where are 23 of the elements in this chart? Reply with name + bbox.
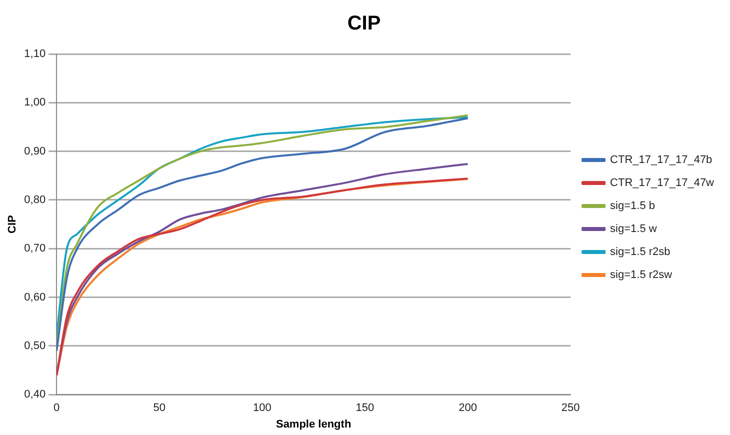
x-tick-label: 100	[253, 402, 272, 414]
y-tick-label: 1,10	[24, 48, 46, 60]
chart-title: CIP	[347, 12, 381, 35]
y-axis-title: CIP	[6, 215, 19, 234]
y-tick-label: 1,00	[24, 96, 46, 109]
legend-label: sig=1.5 r2sw	[610, 269, 672, 282]
x-tick-label: 0	[54, 402, 60, 414]
x-tick-label: 50	[153, 402, 166, 414]
x-tick-label: 250	[561, 402, 580, 414]
x-tick-label: 150	[356, 402, 374, 414]
y-tick-label: 0,90	[24, 145, 46, 158]
y-tick-label: 0,70	[24, 242, 46, 255]
legend-label: sig=1.5 b	[610, 200, 655, 212]
legend-label: sig=1.5 r2sb	[610, 246, 670, 258]
y-tick-label: 0,60	[24, 291, 46, 304]
legend-label: CTR_17_17_17_47w	[610, 177, 714, 190]
x-axis-title: Sample length	[276, 418, 352, 430]
x-tick-label: 200	[458, 402, 477, 414]
legend-label: CTR_17_17_17_47b	[610, 154, 712, 166]
legend-label: sig=1.5 w	[610, 223, 657, 236]
y-tick-label: 0,40	[24, 388, 46, 401]
y-tick-label: 0,80	[24, 194, 46, 206]
y-tick-label: 0,50	[24, 340, 46, 352]
